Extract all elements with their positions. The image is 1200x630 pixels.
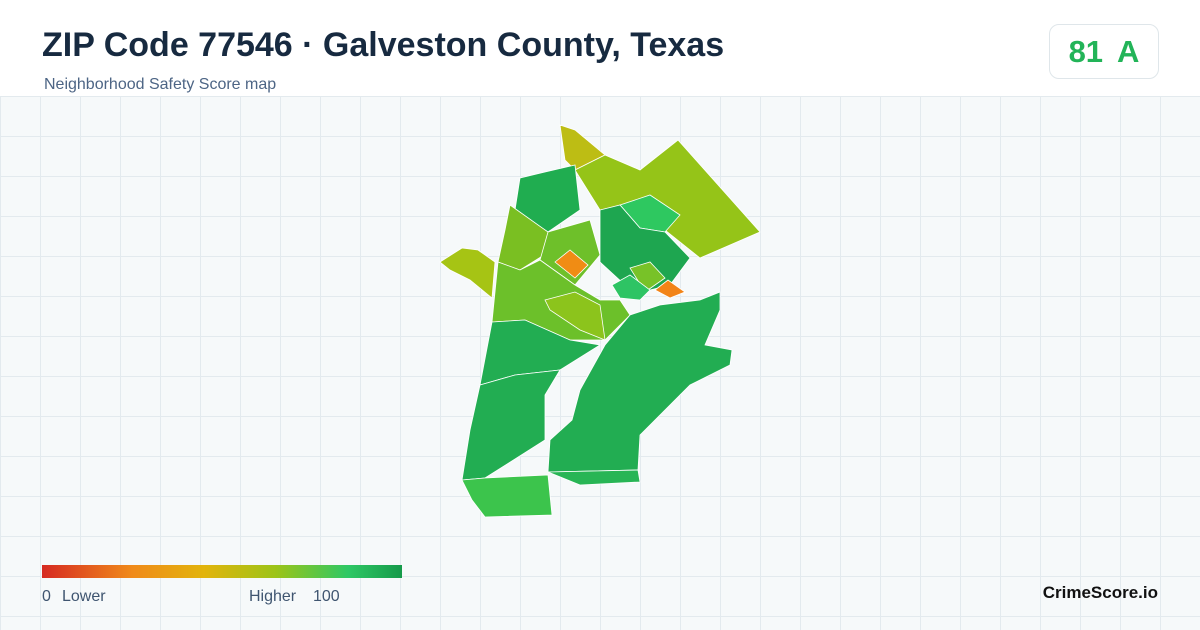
legend-gradient [42, 565, 402, 578]
area [654, 279, 686, 299]
area [554, 249, 589, 279]
score-grade: A [1117, 33, 1140, 69]
brand: CrimeScore.io [1042, 583, 1158, 602]
score-value: 81 [1068, 33, 1104, 69]
subtitle: Neighborhood Safety Score map [44, 76, 277, 93]
area [544, 291, 606, 341]
score-badge: 81 A [1049, 24, 1159, 79]
area [547, 291, 733, 473]
legend-max: 100 [313, 588, 340, 605]
title: ZIP Code 77546 · Galveston County, Texas [42, 26, 725, 64]
legend-max-label: Higher [249, 588, 297, 605]
legend-min-label: Lower [62, 588, 106, 605]
legend-min: 0 [42, 588, 51, 605]
area [547, 469, 641, 486]
area [599, 204, 691, 291]
area [611, 274, 651, 301]
area [461, 474, 553, 518]
area [439, 247, 496, 299]
area [461, 369, 561, 481]
